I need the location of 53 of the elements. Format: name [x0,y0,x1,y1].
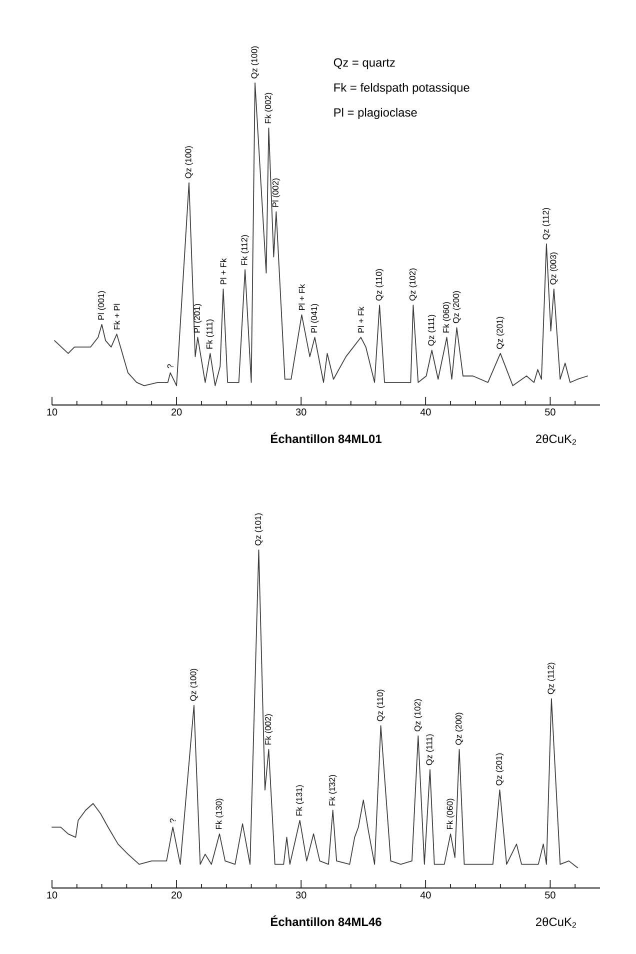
annotation: Fk (060) [442,302,451,332]
x-tick-label: 20 [172,892,182,899]
x-tick-label: 40 [420,892,431,899]
x-tick-label: 30 [296,408,306,416]
x-tick-label: 50 [545,892,556,899]
annotation: Fk (131) [296,785,304,816]
annotation: Fk (060) [446,798,454,830]
annotation: Qz (110) [376,690,385,722]
annotation: Qz (201) [496,753,504,786]
annotation: Qz (110) [376,269,384,301]
annotation: Qz (102) [409,268,418,301]
text: Échantillon 84ML01 [270,432,382,444]
x-tick-label: 20 [172,408,182,416]
annotation: Pl (201) [194,304,202,332]
annotation: Fk = feldspath potassique [334,83,470,94]
annotation: Qz (201) [496,316,504,349]
x-tick-label: 50 [545,408,556,416]
x-tick-label: 10 [47,408,58,416]
annotation: Qz (111) [428,314,436,346]
x-axis-title: 2θCuK$_{2}$ [536,434,576,445]
annotation: Fk (111) [206,320,214,349]
annotation: Qz (111) [426,734,434,766]
annotation: Qz (100) [185,146,193,178]
annotation: Pl (001) [98,291,106,320]
x-tick-label: 40 [420,408,431,416]
annotation: Fk (1̄32) [328,775,337,806]
annotation: Qz (112) [542,208,550,240]
x-axis-title: 2θCuK$_{2}$ [536,917,576,928]
annotation: Qz (101) [254,513,263,546]
annotation: Qz (200) [452,291,461,324]
annotation: Pl + Fk [220,258,226,284]
annotation: Pl + Fk [358,306,364,332]
annotation: Qz (112) [547,662,556,694]
annotation: Qz (102) [414,699,422,732]
annotation: Qz (100) [251,46,259,78]
annotation: Qz (100) [190,668,198,701]
annotation: Pl + Fk [298,284,305,310]
annotation: Fk + Pl [114,304,120,330]
text: Qz = quartz [334,58,395,70]
annotation: Fk (130) [216,798,224,830]
annotation: ? [170,818,176,823]
annotation: Fk (002) [264,92,273,124]
x-tick-label: 10 [47,892,58,899]
annotation: Fk (002) [264,714,273,745]
annotation: Pl = plagioclase [334,108,417,120]
annotation: Qz (200) [455,712,464,745]
annotation: ? [167,364,174,368]
annotation: Fk (112) [241,235,249,265]
annotation: Pl (041) [310,304,319,332]
text: Échantillon 84ML46 [270,915,382,926]
annotation: Pl (002) [272,178,280,207]
x-tick-label: 30 [296,892,306,899]
annotation: Qz (003) [550,252,558,284]
